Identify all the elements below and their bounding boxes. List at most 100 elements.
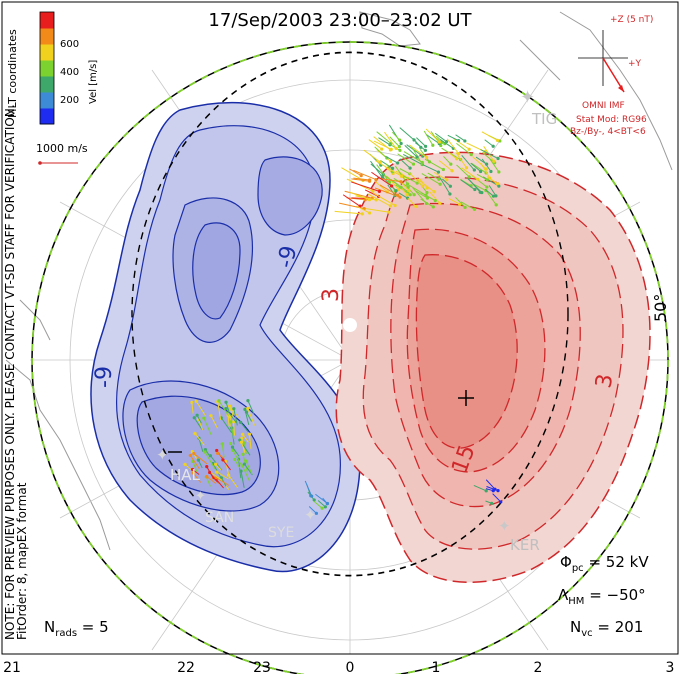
fit-order-note: FitOrder: 8, mapEX format [15, 482, 29, 640]
velocity-vector [423, 130, 434, 146]
velocity-vector [370, 163, 384, 176]
colorbar-swatch [40, 44, 54, 61]
contour-label-neg1: -9 [92, 366, 117, 388]
velocity-vector-origin [232, 457, 237, 462]
velocity-vector [206, 466, 215, 480]
velocity-vector [378, 137, 391, 146]
velocity-vector-origin [463, 139, 467, 143]
velocity-vector-origin [448, 192, 452, 196]
velocity-vector [415, 190, 428, 199]
station-tig: ✦ TIG [520, 87, 557, 128]
velocity-vector-origin [499, 500, 503, 504]
velocity-vector-origin [456, 138, 461, 143]
positive-potential-cell [335, 151, 651, 584]
velocity-vector [470, 162, 481, 172]
velocity-vector [429, 191, 441, 204]
velocity-vector [447, 134, 459, 141]
velocity-vector-origin [432, 190, 436, 194]
velocity-vector-origin [396, 187, 401, 192]
velocity-vector-origin [437, 140, 441, 144]
velocity-vector-origin [407, 188, 411, 193]
velocity-vector [484, 139, 494, 147]
velocity-vector [460, 179, 476, 190]
velocity-vector [363, 149, 381, 163]
velocity-vector-origin [192, 416, 196, 420]
station-hal: ✦ HAL [156, 446, 201, 484]
velocity-vector-origin [399, 141, 403, 146]
velocity-vector-origin [415, 181, 419, 185]
contour-label-neg2: -9 [273, 244, 302, 271]
svg-text:✦: ✦ [195, 489, 206, 504]
velocity-vector [408, 144, 427, 158]
velocity-vector-origin [203, 447, 208, 452]
velocity-vector-origin [380, 147, 384, 151]
velocity-vector [222, 459, 231, 471]
velocity-vector-origin [231, 448, 235, 452]
velocity-vector-origin [387, 180, 392, 184]
velocity-vector-origin [424, 193, 428, 197]
velocity-vector-origin [388, 204, 393, 208]
mlt-coordinates-label: MLT coordinates [6, 29, 19, 118]
velocity-vector [241, 465, 251, 482]
velocity-vector [471, 162, 487, 174]
svg-text:OMNI IMF: OMNI IMF [582, 101, 625, 111]
velocity-vector [367, 193, 391, 207]
velocity-vector [348, 191, 370, 201]
velocity-vector-origin [455, 157, 459, 161]
velocity-vector [406, 144, 423, 157]
velocity-vector-origin [399, 180, 403, 184]
velocity-vector [401, 174, 418, 184]
svg-text:✦: ✦ [156, 446, 169, 464]
velocity-vector-origin [224, 406, 228, 411]
phi-pc-value: 52 kV [606, 553, 650, 571]
latitude-label: 50° [651, 294, 670, 322]
velocity-vector [399, 168, 410, 175]
mlt-tick-21: 21 [3, 660, 21, 674]
plot-title: 17/Sep/2003 23:00–23:02 UT [208, 10, 472, 31]
velocity-vector [374, 146, 388, 159]
velocity-vector [220, 417, 233, 434]
velocity-vector [468, 178, 481, 193]
mlt-tick-1: 1 [432, 660, 441, 674]
velocity-vector-origin [420, 184, 425, 188]
velocity-vector [317, 500, 326, 508]
velocity-vector-origin [467, 175, 471, 179]
velocity-vector [240, 442, 246, 453]
velocity-vector [204, 451, 216, 469]
velocity-vector [368, 139, 383, 150]
velocity-vector [488, 157, 500, 173]
velocity-vector-origin [490, 501, 494, 505]
velocity-vector [427, 172, 440, 180]
velocity-vector-origin [229, 420, 233, 424]
velocity-vector-origin [405, 182, 410, 186]
velocity-vector-origin [492, 159, 496, 163]
velocity-vector [387, 184, 396, 196]
velocity-vector-origin [398, 195, 402, 199]
mlt-tick-2: 2 [534, 660, 543, 674]
velocity-vector [455, 134, 466, 142]
velocity-vector [215, 477, 230, 486]
velocity-vector [194, 433, 205, 446]
velocity-vector-origin [224, 400, 228, 404]
colorbar-tick-600: 600 [60, 39, 79, 50]
velocity-vector [448, 197, 460, 205]
velocity-vector [484, 188, 494, 197]
velocity-vector-origin [449, 162, 453, 166]
velocity-vector-origin [496, 489, 500, 493]
velocity-vector-origin [374, 198, 378, 202]
svg-text:+Y: +Y [628, 59, 642, 69]
velocity-vector [397, 153, 414, 165]
velocity-vector-origin [437, 177, 441, 181]
vector-scale: 1000 m/s [36, 142, 88, 165]
velocity-vector-origin [205, 475, 209, 479]
imf-clock-dial: +Z (5 nT) +Y OMNI IMF Stat Mod: RG96 Bz-… [570, 15, 653, 137]
velocity-vector-origin [484, 167, 488, 171]
velocity-vector-origin [491, 194, 496, 198]
velocity-vector [475, 156, 487, 165]
velocity-vector-origin [495, 138, 500, 142]
velocity-vector [210, 415, 218, 429]
velocity-vector [362, 207, 389, 213]
velocity-vector [486, 486, 499, 492]
velocity-vector [247, 400, 255, 415]
